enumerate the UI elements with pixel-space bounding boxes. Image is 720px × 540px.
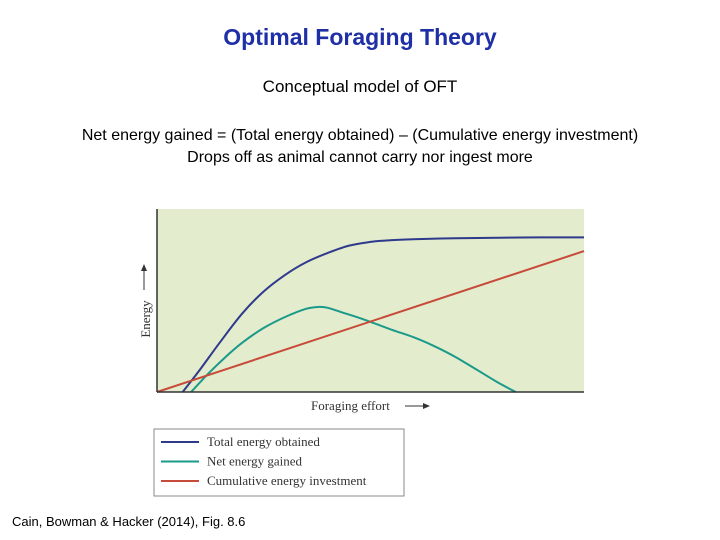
citation: Cain, Bowman & Hacker (2014), Fig. 8.6 — [12, 514, 246, 529]
x-axis-arrow-head — [423, 403, 430, 409]
series-layer — [156, 236, 585, 393]
description: Net energy gained = (Total energy obtain… — [0, 125, 720, 169]
slide-title: Optimal Foraging Theory — [223, 24, 497, 50]
legend: Total energy obtained Net energy gained Cu… — [161, 434, 367, 488]
plot-background — [157, 209, 584, 392]
series-line-net-energy-gained — [190, 305, 517, 393]
legend-label-2: Net energy gained — [207, 454, 303, 469]
slide-subtitle: Conceptual model of OFT — [262, 77, 458, 96]
y-axis-label: Energy — [138, 300, 153, 338]
y-axis-arrow-head — [141, 264, 147, 271]
description-line-2: Drops off as animal cannot carry nor ing… — [187, 149, 533, 166]
description-line-1: Net energy gained = (Total energy obtain… — [81, 127, 639, 144]
legend-label-3: Cumulative energy investment — [207, 473, 367, 488]
legend-label-1: Total energy obtained — [207, 434, 320, 449]
x-axis-label: Foraging effort — [311, 398, 390, 413]
series-line-cumulative-energy-investment — [156, 250, 585, 393]
series-line-total-energy-obtained — [181, 236, 585, 393]
